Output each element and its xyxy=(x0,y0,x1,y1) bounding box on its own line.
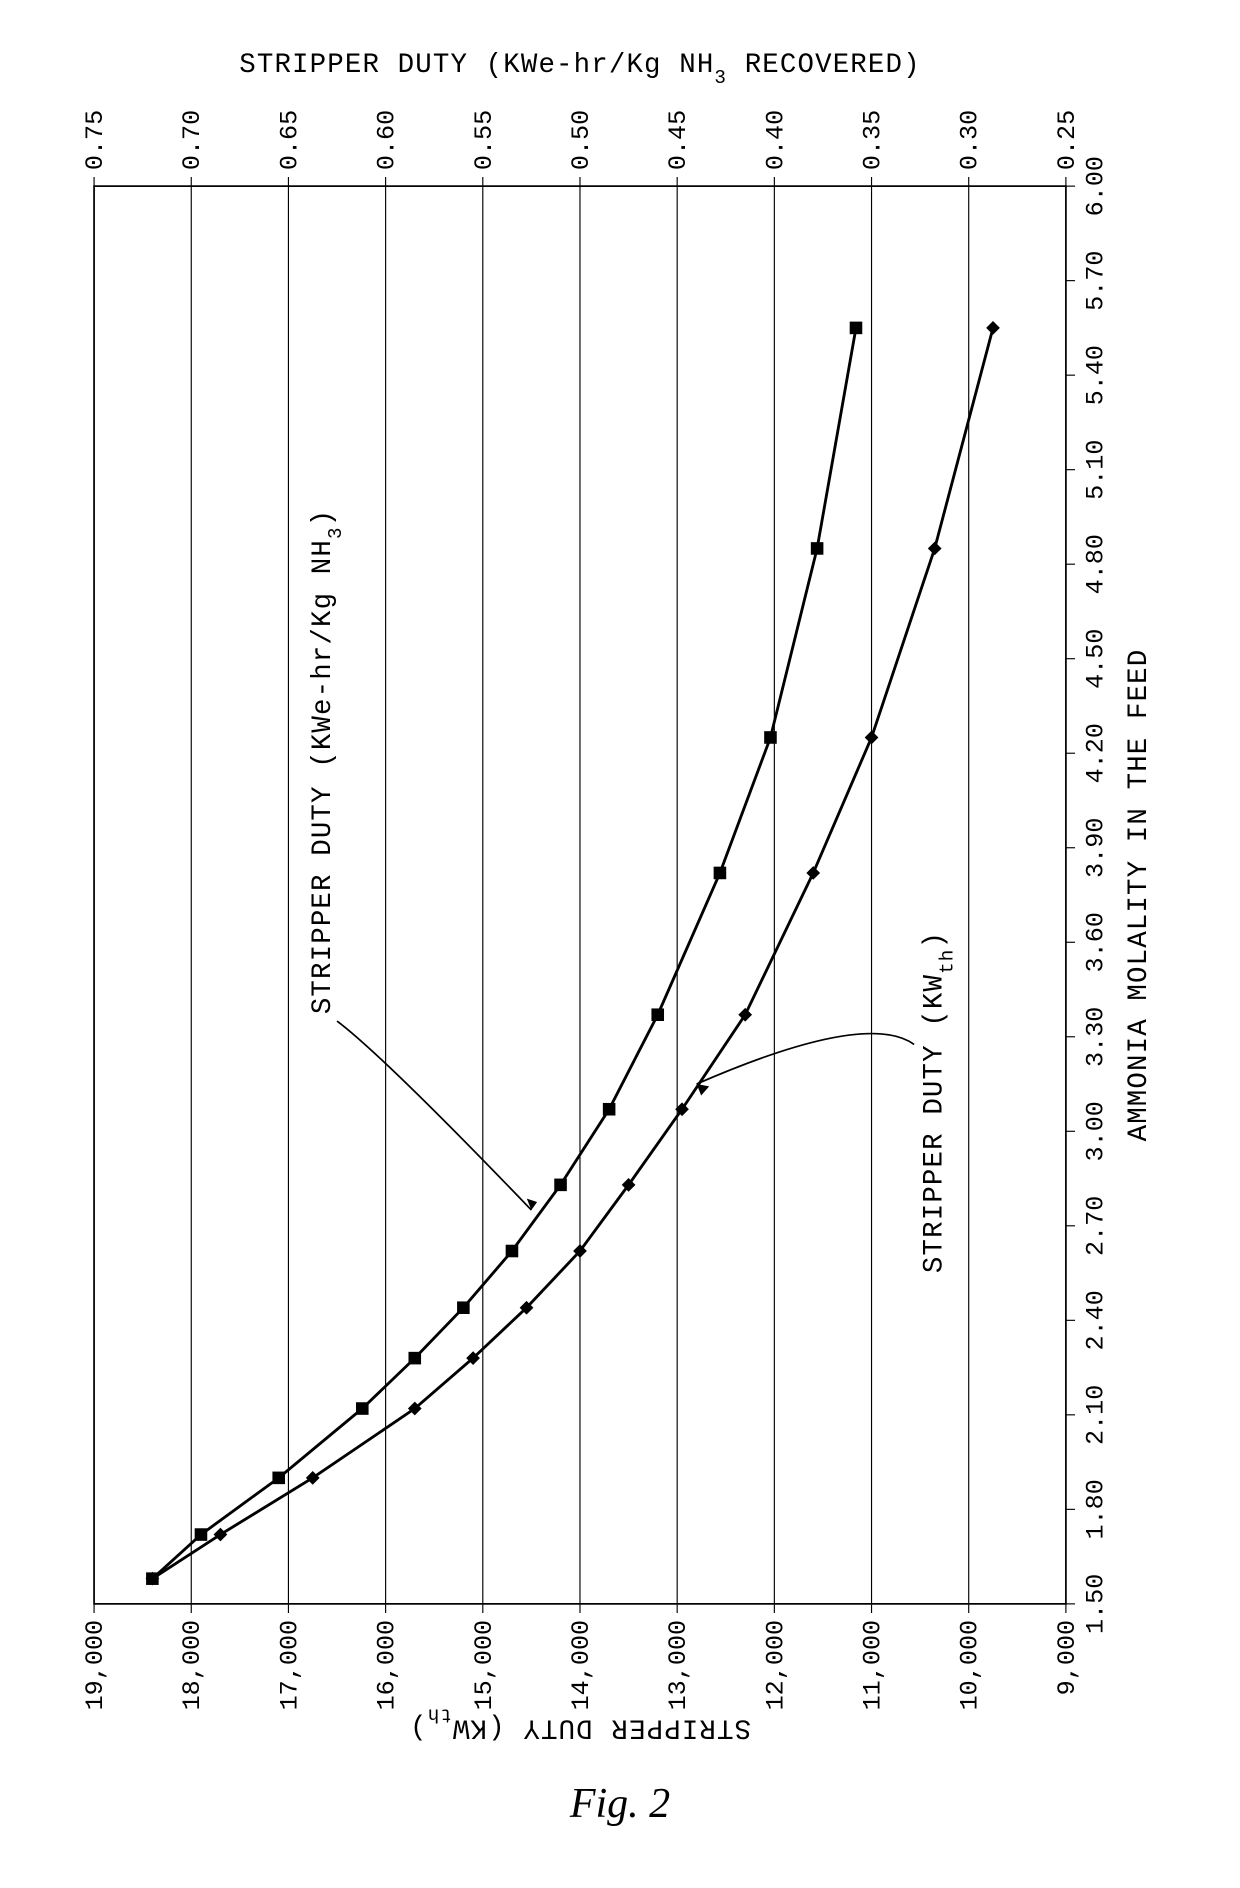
svg-text:STRIPPER DUTY (KWth): STRIPPER DUTY (KWth) xyxy=(920,931,959,1273)
svg-text:0.70: 0.70 xyxy=(178,110,207,170)
svg-text:0.75: 0.75 xyxy=(81,110,110,170)
svg-text:16,000: 16,000 xyxy=(373,1620,402,1711)
svg-text:0.45: 0.45 xyxy=(664,110,693,170)
svg-text:13,000: 13,000 xyxy=(664,1620,693,1711)
chart-container: 1.50 1.80 2.10 2.40 2.70 3.00 3.30 3.60 3.90 4.20… xyxy=(20,20,1220,1770)
svg-text:4.50: 4.50 xyxy=(1081,629,1110,689)
svg-text:0.25: 0.25 xyxy=(1053,110,1082,170)
svg-text:2.10: 2.10 xyxy=(1081,1385,1110,1445)
svg-text:3.90: 3.90 xyxy=(1081,818,1110,878)
svg-text:2.40: 2.40 xyxy=(1081,1290,1110,1350)
svg-text:1.80: 1.80 xyxy=(1081,1479,1110,1539)
svg-text:9,000: 9,000 xyxy=(1053,1620,1082,1695)
svg-text:0.65: 0.65 xyxy=(275,110,304,170)
svg-text:0.50: 0.50 xyxy=(567,110,596,170)
svg-text:0.30: 0.30 xyxy=(956,110,985,170)
svg-text:11,000: 11,000 xyxy=(859,1620,888,1711)
svg-text:3.00: 3.00 xyxy=(1081,1101,1110,1161)
svg-text:5.10: 5.10 xyxy=(1081,440,1110,500)
svg-text:4.80: 4.80 xyxy=(1081,534,1110,594)
svg-text:5.40: 5.40 xyxy=(1081,345,1110,405)
svg-text:4.20: 4.20 xyxy=(1081,723,1110,783)
svg-text:0.60: 0.60 xyxy=(373,110,402,170)
svg-text:5.70: 5.70 xyxy=(1081,250,1110,310)
svg-text:STRIPPER DUTY (KWe-hr/Kg NH3: STRIPPER DUTY (KWe-hr/Kg NH3 RECOVERED) xyxy=(239,50,920,89)
svg-text:18,000: 18,000 xyxy=(178,1620,207,1711)
svg-text:15,000: 15,000 xyxy=(470,1620,499,1711)
svg-text:3.30: 3.30 xyxy=(1081,1007,1110,1067)
svg-text:17,000: 17,000 xyxy=(275,1620,304,1711)
svg-text:0.40: 0.40 xyxy=(761,110,790,170)
svg-text:STRIPPER DUTY (KWe-hr/Kg NH3): STRIPPER DUTY (KWe-hr/Kg NH3) xyxy=(308,509,347,1014)
svg-text:2.70: 2.70 xyxy=(1081,1196,1110,1256)
stripper-duty-chart: 1.50 1.80 2.10 2.40 2.70 3.00 3.30 3.60 3.90 4.20… xyxy=(20,20,1220,1770)
svg-text:6.00: 6.00 xyxy=(1081,156,1110,216)
svg-text:19,000: 19,000 xyxy=(81,1620,110,1711)
svg-text:3.60: 3.60 xyxy=(1081,912,1110,972)
svg-text:AMMONIA MOLALITY IN THE FEED: AMMONIA MOLALITY IN THE FEED xyxy=(1124,649,1155,1142)
figure-caption: Fig. 2 xyxy=(20,1780,1220,1828)
svg-text:0.55: 0.55 xyxy=(470,110,499,170)
svg-text:14,000: 14,000 xyxy=(567,1620,596,1711)
svg-text:12,000: 12,000 xyxy=(761,1620,790,1711)
svg-text:1.50: 1.50 xyxy=(1081,1574,1110,1634)
svg-text:10,000: 10,000 xyxy=(956,1620,985,1711)
svg-text:0.35: 0.35 xyxy=(859,110,888,170)
